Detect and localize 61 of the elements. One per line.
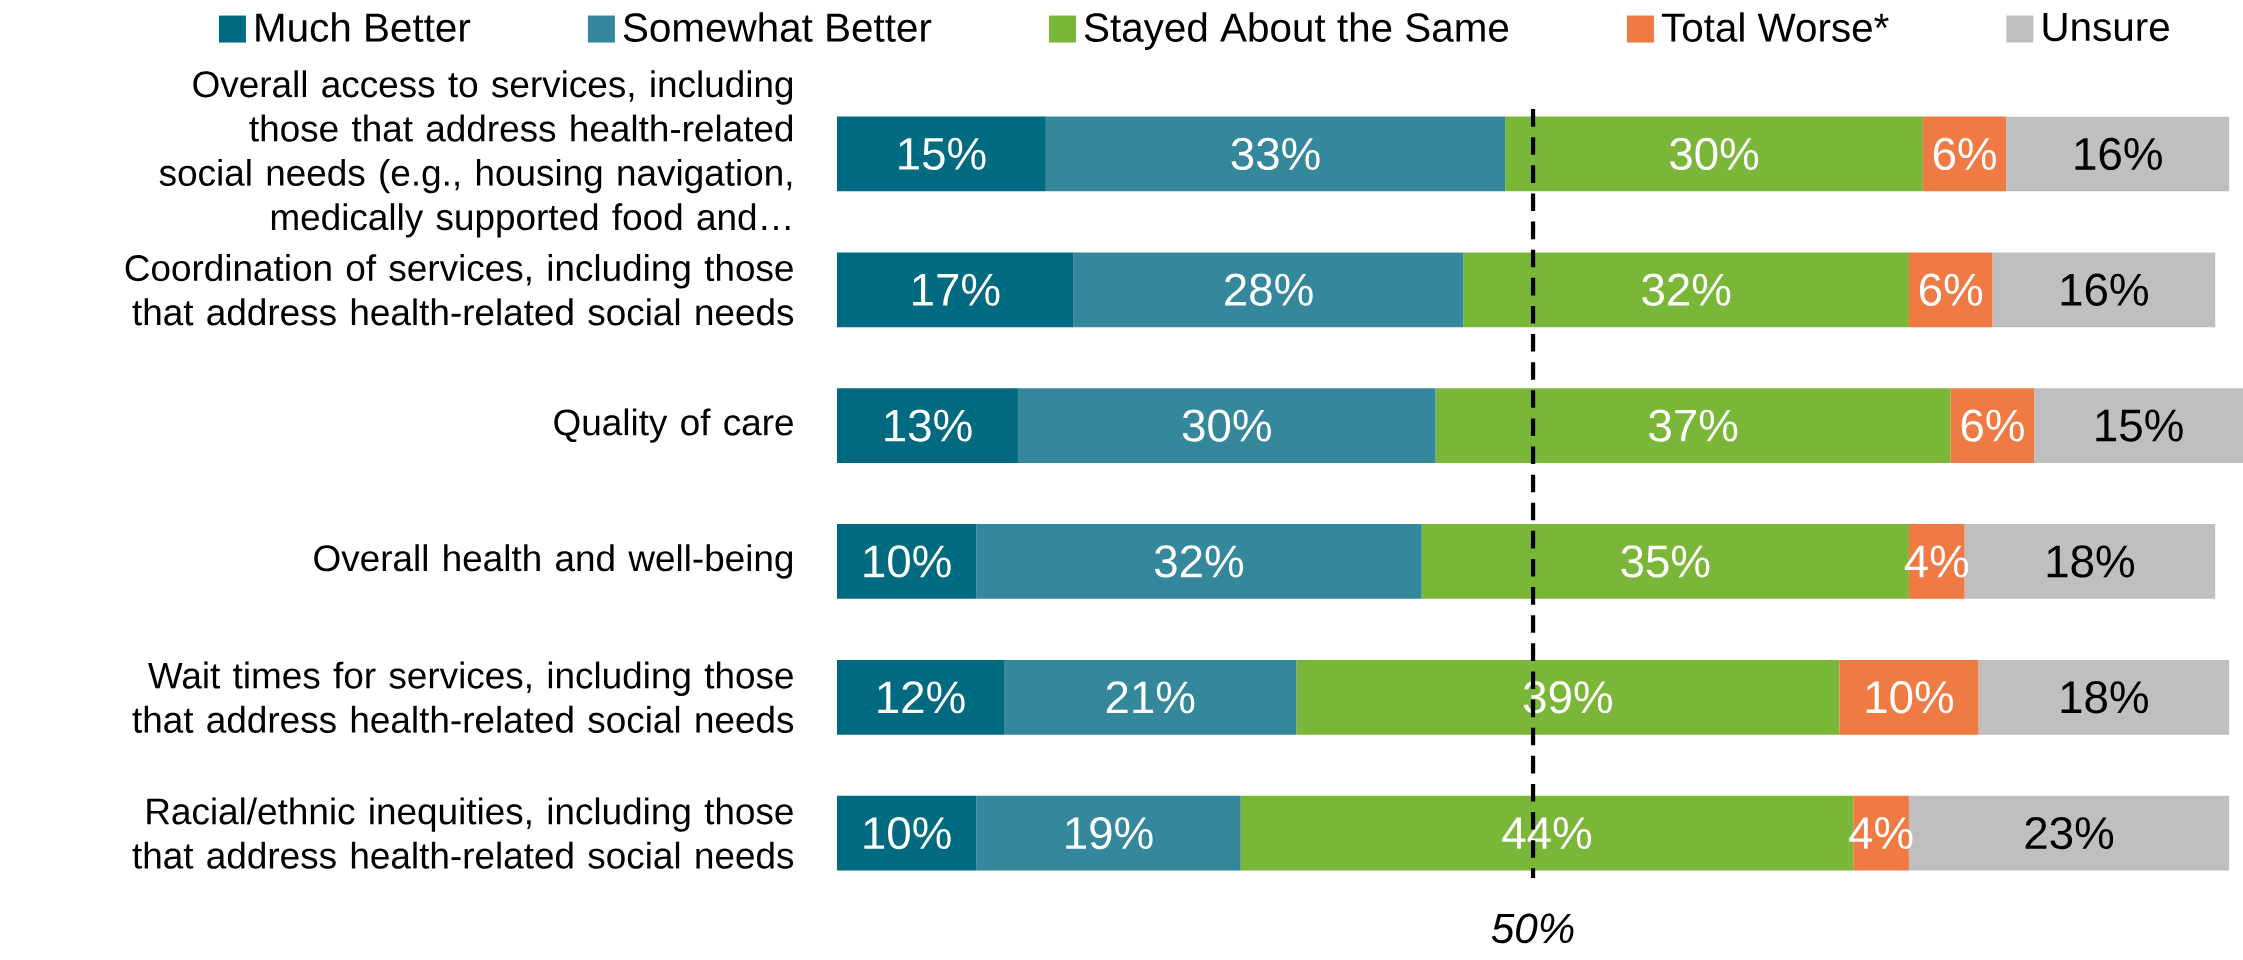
data-label: 33% — [1231, 137, 1320, 171]
bar — [837, 795, 977, 871]
bar — [1296, 659, 1840, 735]
data-label: 6% — [1961, 409, 2024, 442]
bar — [1978, 659, 2230, 735]
data-label: 18% — [2061, 681, 2148, 714]
data-label: 15% — [2096, 409, 2183, 442]
data-label: 19% — [1066, 816, 1153, 850]
data-label: 10% — [864, 545, 951, 578]
bar — [2006, 116, 2230, 192]
data-label: 35% — [1621, 545, 1710, 578]
data-label: 32% — [1155, 545, 1244, 578]
bar — [1045, 116, 1506, 192]
y-tick-label: Coordination of services, including those that address health-related social needs — [125, 254, 794, 326]
ref-line-label: 50% — [1491, 913, 1574, 944]
bar — [837, 116, 1046, 192]
data-label: 21% — [1106, 681, 1195, 714]
y-tick-label: Overall access to services, including those that address health-related social needs (e.g., housing navigation, medically supported food and… — [159, 70, 793, 238]
bar — [976, 524, 1422, 599]
bar — [1839, 659, 1979, 735]
data-label: 12% — [878, 681, 965, 714]
y-tick-label: Wait times for services, including those that address health-related social needs — [132, 661, 794, 733]
data-label: 37% — [1649, 409, 1738, 442]
data-label: 6% — [1919, 273, 1983, 306]
bar — [837, 659, 1005, 735]
data-label: 16% — [2061, 273, 2148, 306]
data-label: 32% — [1642, 273, 1731, 306]
bar — [1017, 388, 1436, 463]
legend-label: Unsure — [2043, 13, 2169, 42]
bar — [2034, 388, 2243, 463]
legend-label: Much Better — [256, 12, 471, 42]
data-label: 15% — [899, 137, 986, 171]
legend-label: Stayed About the Same — [1084, 12, 1509, 50]
bar — [1463, 252, 1909, 328]
data-label: 39% — [1523, 681, 1612, 714]
bar — [976, 795, 1241, 871]
bar — [1505, 116, 1923, 192]
data-label: 30% — [1182, 409, 1271, 442]
data-label: 44% — [1502, 817, 1592, 850]
data-label: 16% — [2075, 137, 2162, 171]
bar — [1435, 388, 1951, 463]
bar — [837, 524, 977, 599]
bar — [837, 388, 1018, 463]
legend-label: Total Worse* — [1661, 12, 1889, 42]
bar — [1004, 659, 1297, 735]
data-label: 10% — [1866, 681, 1954, 714]
bar — [1992, 252, 2216, 328]
data-label: 10% — [864, 816, 951, 850]
bar — [1073, 252, 1464, 328]
data-label: 17% — [913, 273, 1000, 306]
data-label: 30% — [1670, 137, 1759, 171]
legend-label: Somewhat Better — [623, 12, 932, 42]
data-label: 18% — [2047, 545, 2135, 578]
bar — [837, 252, 1074, 328]
data-label: 28% — [1225, 273, 1313, 306]
y-tick-label: Quality of care — [554, 408, 793, 443]
data-label: 6% — [1933, 137, 1997, 171]
data-label: 23% — [2025, 816, 2114, 850]
y-tick-label: Overall health and well-being — [314, 544, 793, 579]
data-label: 13% — [885, 409, 972, 442]
y-tick-label: Racial/ethnic inequities, including those that address health-related social needs — [132, 797, 794, 869]
